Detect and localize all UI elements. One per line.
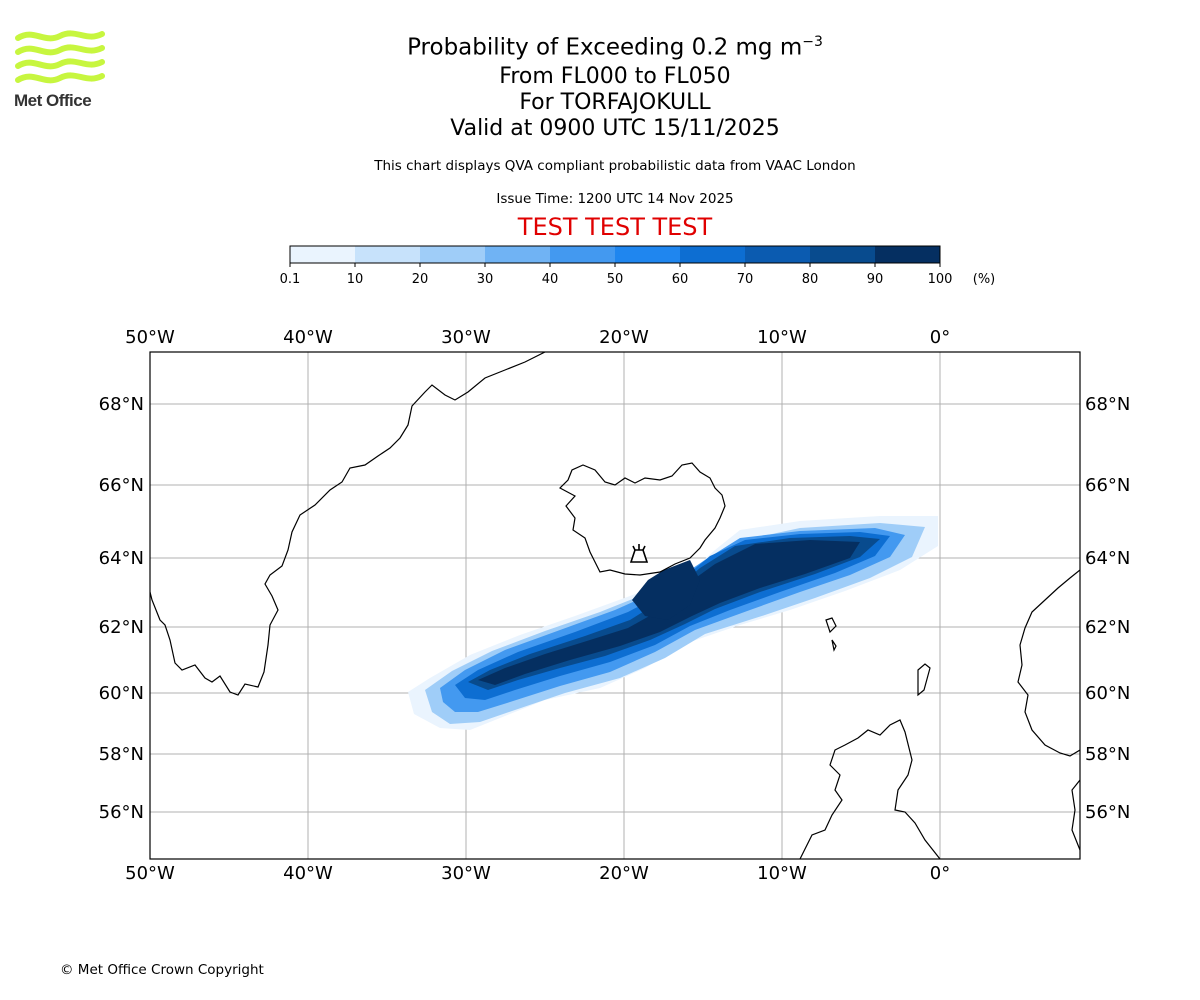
colorbar-cell (290, 246, 356, 263)
lat-label: 62°N (1085, 617, 1130, 638)
lon-label: 20°W (599, 863, 649, 884)
colorbar: 0.1 10 20 30 40 50 60 70 80 90 100 (%) (280, 245, 996, 287)
volcano-name: For TORFAJOKULL (519, 90, 711, 115)
chart-title-text: Probability of Exceeding 0.2 mg m (407, 34, 803, 61)
lon-labels-bottom: 50°W 40°W 30°W 20°W 10°W 0° (125, 863, 950, 884)
ash-plume (408, 516, 938, 730)
colorbar-tick-label: 100 (928, 272, 953, 287)
graticule (150, 352, 1080, 859)
shetland-islands (917, 663, 931, 697)
colorbar-cell (485, 246, 551, 263)
lon-label: 30°W (441, 863, 491, 884)
lat-label: 68°N (99, 394, 144, 415)
denmark-coast (1071, 779, 1080, 851)
colorbar-tick-label: 80 (802, 272, 819, 287)
lon-label: 0° (930, 863, 950, 884)
chart-title-exponent: −3 (802, 34, 823, 50)
scotland-coast (799, 719, 941, 859)
lat-label: 64°N (1085, 548, 1130, 569)
met-office-logo-text: Met Office (14, 91, 92, 110)
lat-label: 58°N (1085, 744, 1130, 765)
colorbar-unit: (%) (973, 272, 996, 287)
lat-label: 66°N (99, 475, 144, 496)
map-frame (149, 351, 1081, 860)
lon-label: 10°W (757, 327, 807, 348)
colorbar-tick-label: 90 (867, 272, 884, 287)
lon-label: 0° (930, 327, 950, 348)
coastlines (150, 352, 1080, 859)
lat-label: 64°N (99, 548, 144, 569)
lat-label: 68°N (1085, 394, 1130, 415)
lat-label: 56°N (1085, 802, 1130, 823)
lat-label: 66°N (1085, 475, 1130, 496)
flight-levels: From FL000 to FL050 (499, 64, 731, 89)
lat-labels-right: 68°N 66°N 64°N 62°N 60°N 58°N 56°N (1085, 394, 1130, 823)
norway-coast (1017, 569, 1080, 757)
colorbar-tick-label: 40 (542, 272, 559, 287)
colorbar-cell (680, 246, 746, 263)
lat-label: 56°N (99, 802, 144, 823)
colorbar-cell (615, 246, 681, 263)
colorbar-cell (745, 246, 811, 263)
met-office-wave-logo-icon (15, 30, 105, 84)
colorbar-cell (875, 246, 941, 263)
colorbar-cell (810, 246, 876, 263)
colorbar-tick-label: 0.1 (280, 272, 301, 287)
lat-label: 58°N (99, 744, 144, 765)
copyright-notice: © Met Office Crown Copyright (60, 962, 264, 978)
chart-description: This chart displays QVA compliant probab… (374, 158, 856, 174)
volcano-icon (629, 544, 649, 563)
map: 50°W 40°W 30°W 20°W 10°W 0° 50°W 40°W 30… (99, 327, 1131, 884)
lon-labels-top: 50°W 40°W 30°W 20°W 10°W 0° (125, 327, 950, 348)
lon-label: 40°W (283, 863, 333, 884)
lat-label: 60°N (1085, 683, 1130, 704)
chart-title: Probability of Exceeding 0.2 mg m−3 (365, 29, 865, 61)
lon-label: 30°W (441, 327, 491, 348)
colorbar-tick-label: 50 (607, 272, 624, 287)
colorbar-tick-label: 60 (672, 272, 689, 287)
colorbar-ticks: 0.1 10 20 30 40 50 60 70 80 90 100 (280, 263, 953, 287)
colorbar-tick-label: 70 (737, 272, 754, 287)
lon-label: 50°W (125, 863, 175, 884)
lon-label: 40°W (283, 327, 333, 348)
lat-label: 62°N (99, 617, 144, 638)
colorbar-tick-label: 20 (412, 272, 429, 287)
lon-label: 10°W (757, 863, 807, 884)
colorbar-cell (420, 246, 486, 263)
met-office-logo: Met Office (14, 28, 114, 113)
lat-labels-left: 68°N 66°N 64°N 62°N 60°N 58°N 56°N (99, 394, 144, 823)
colorbar-cells (290, 246, 941, 263)
greenland-coast (150, 352, 546, 696)
lon-label: 20°W (599, 327, 649, 348)
valid-time: Valid at 0900 UTC 15/11/2025 (450, 116, 780, 141)
lon-label: 50°W (125, 327, 175, 348)
colorbar-cell (550, 246, 616, 263)
plume-core (632, 560, 700, 620)
lat-label: 60°N (99, 683, 144, 704)
colorbar-tick-label: 10 (347, 272, 364, 287)
issue-time: Issue Time: 1200 UTC 14 Nov 2025 (496, 191, 734, 207)
colorbar-tick-label: 30 (477, 272, 494, 287)
test-banner: TEST TEST TEST (517, 213, 713, 241)
iceland-coast (559, 462, 726, 576)
colorbar-cell (355, 246, 421, 263)
faroe-islands (825, 617, 837, 652)
